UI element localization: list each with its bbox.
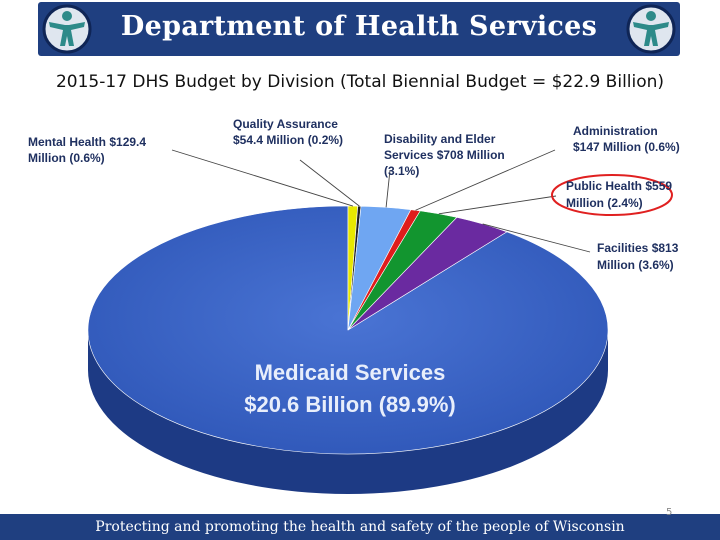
- label-disability-line-1: Services $708 Million: [384, 148, 505, 162]
- label-mental-health-line-1: Million (0.6%): [28, 151, 105, 165]
- leader-disability-and-elder-services: [385, 169, 391, 208]
- leader-public-health: [438, 195, 557, 215]
- page-number: 5: [666, 507, 673, 518]
- label-medicaid-line-1: $20.6 Billion (89.9%): [244, 392, 456, 417]
- leader-administration: [415, 149, 556, 211]
- dhs-logo-icon: [626, 4, 676, 54]
- department-title: Department of Health Services: [120, 11, 598, 42]
- label-quality-assurance-line-0: Quality Assurance: [233, 117, 338, 131]
- pie-depth-band: [88, 330, 608, 494]
- public-health-highlight-ring: [551, 174, 673, 216]
- leader-quality-assurance: [299, 159, 360, 207]
- medicaid-label: Medicaid Services $20.6 Billion (89.9%): [244, 360, 456, 417]
- dhs-logo-icon: [42, 4, 92, 54]
- label-quality-assurance-line-1: $54.4 Million (0.2%): [233, 133, 343, 147]
- slide-title: 2015-17 DHS Budget by Division (Total Bi…: [55, 72, 665, 92]
- pie-side-wall: [88, 330, 608, 494]
- label-public-health-line-1: Million (2.4%): [566, 196, 643, 210]
- pie-slices: [87, 205, 609, 455]
- header-banner: Department of Health Services: [38, 2, 680, 56]
- label-administration-line-1: $147 Million (0.6%): [573, 140, 680, 154]
- leader-facilities: [482, 223, 591, 253]
- label-disability-line-2: (3.1%): [384, 164, 419, 178]
- label-mental-health-line-0: Mental Health $129.4: [28, 135, 146, 149]
- footer-bar: Protecting and promoting the health and …: [0, 514, 720, 540]
- label-disability-line-0: Disability and Elder: [384, 132, 496, 146]
- label-medicaid-line-0: Medicaid Services: [255, 360, 446, 385]
- footer-tagline: Protecting and promoting the health and …: [95, 519, 625, 535]
- pie-slice-facilities: [347, 217, 508, 331]
- slice-labels: Mental Health $129.4 Million (0.6%) Qualit…: [28, 117, 680, 272]
- leader-mental-health: [171, 149, 354, 207]
- label-facilities-line-0: Facilities $813: [597, 241, 679, 255]
- label-facilities-line-1: Million (3.6%): [597, 258, 674, 272]
- label-administration-line-0: Administration: [573, 124, 658, 138]
- label-public-health-line-0: Public Health $559: [566, 179, 672, 193]
- leader-lines: [171, 149, 591, 253]
